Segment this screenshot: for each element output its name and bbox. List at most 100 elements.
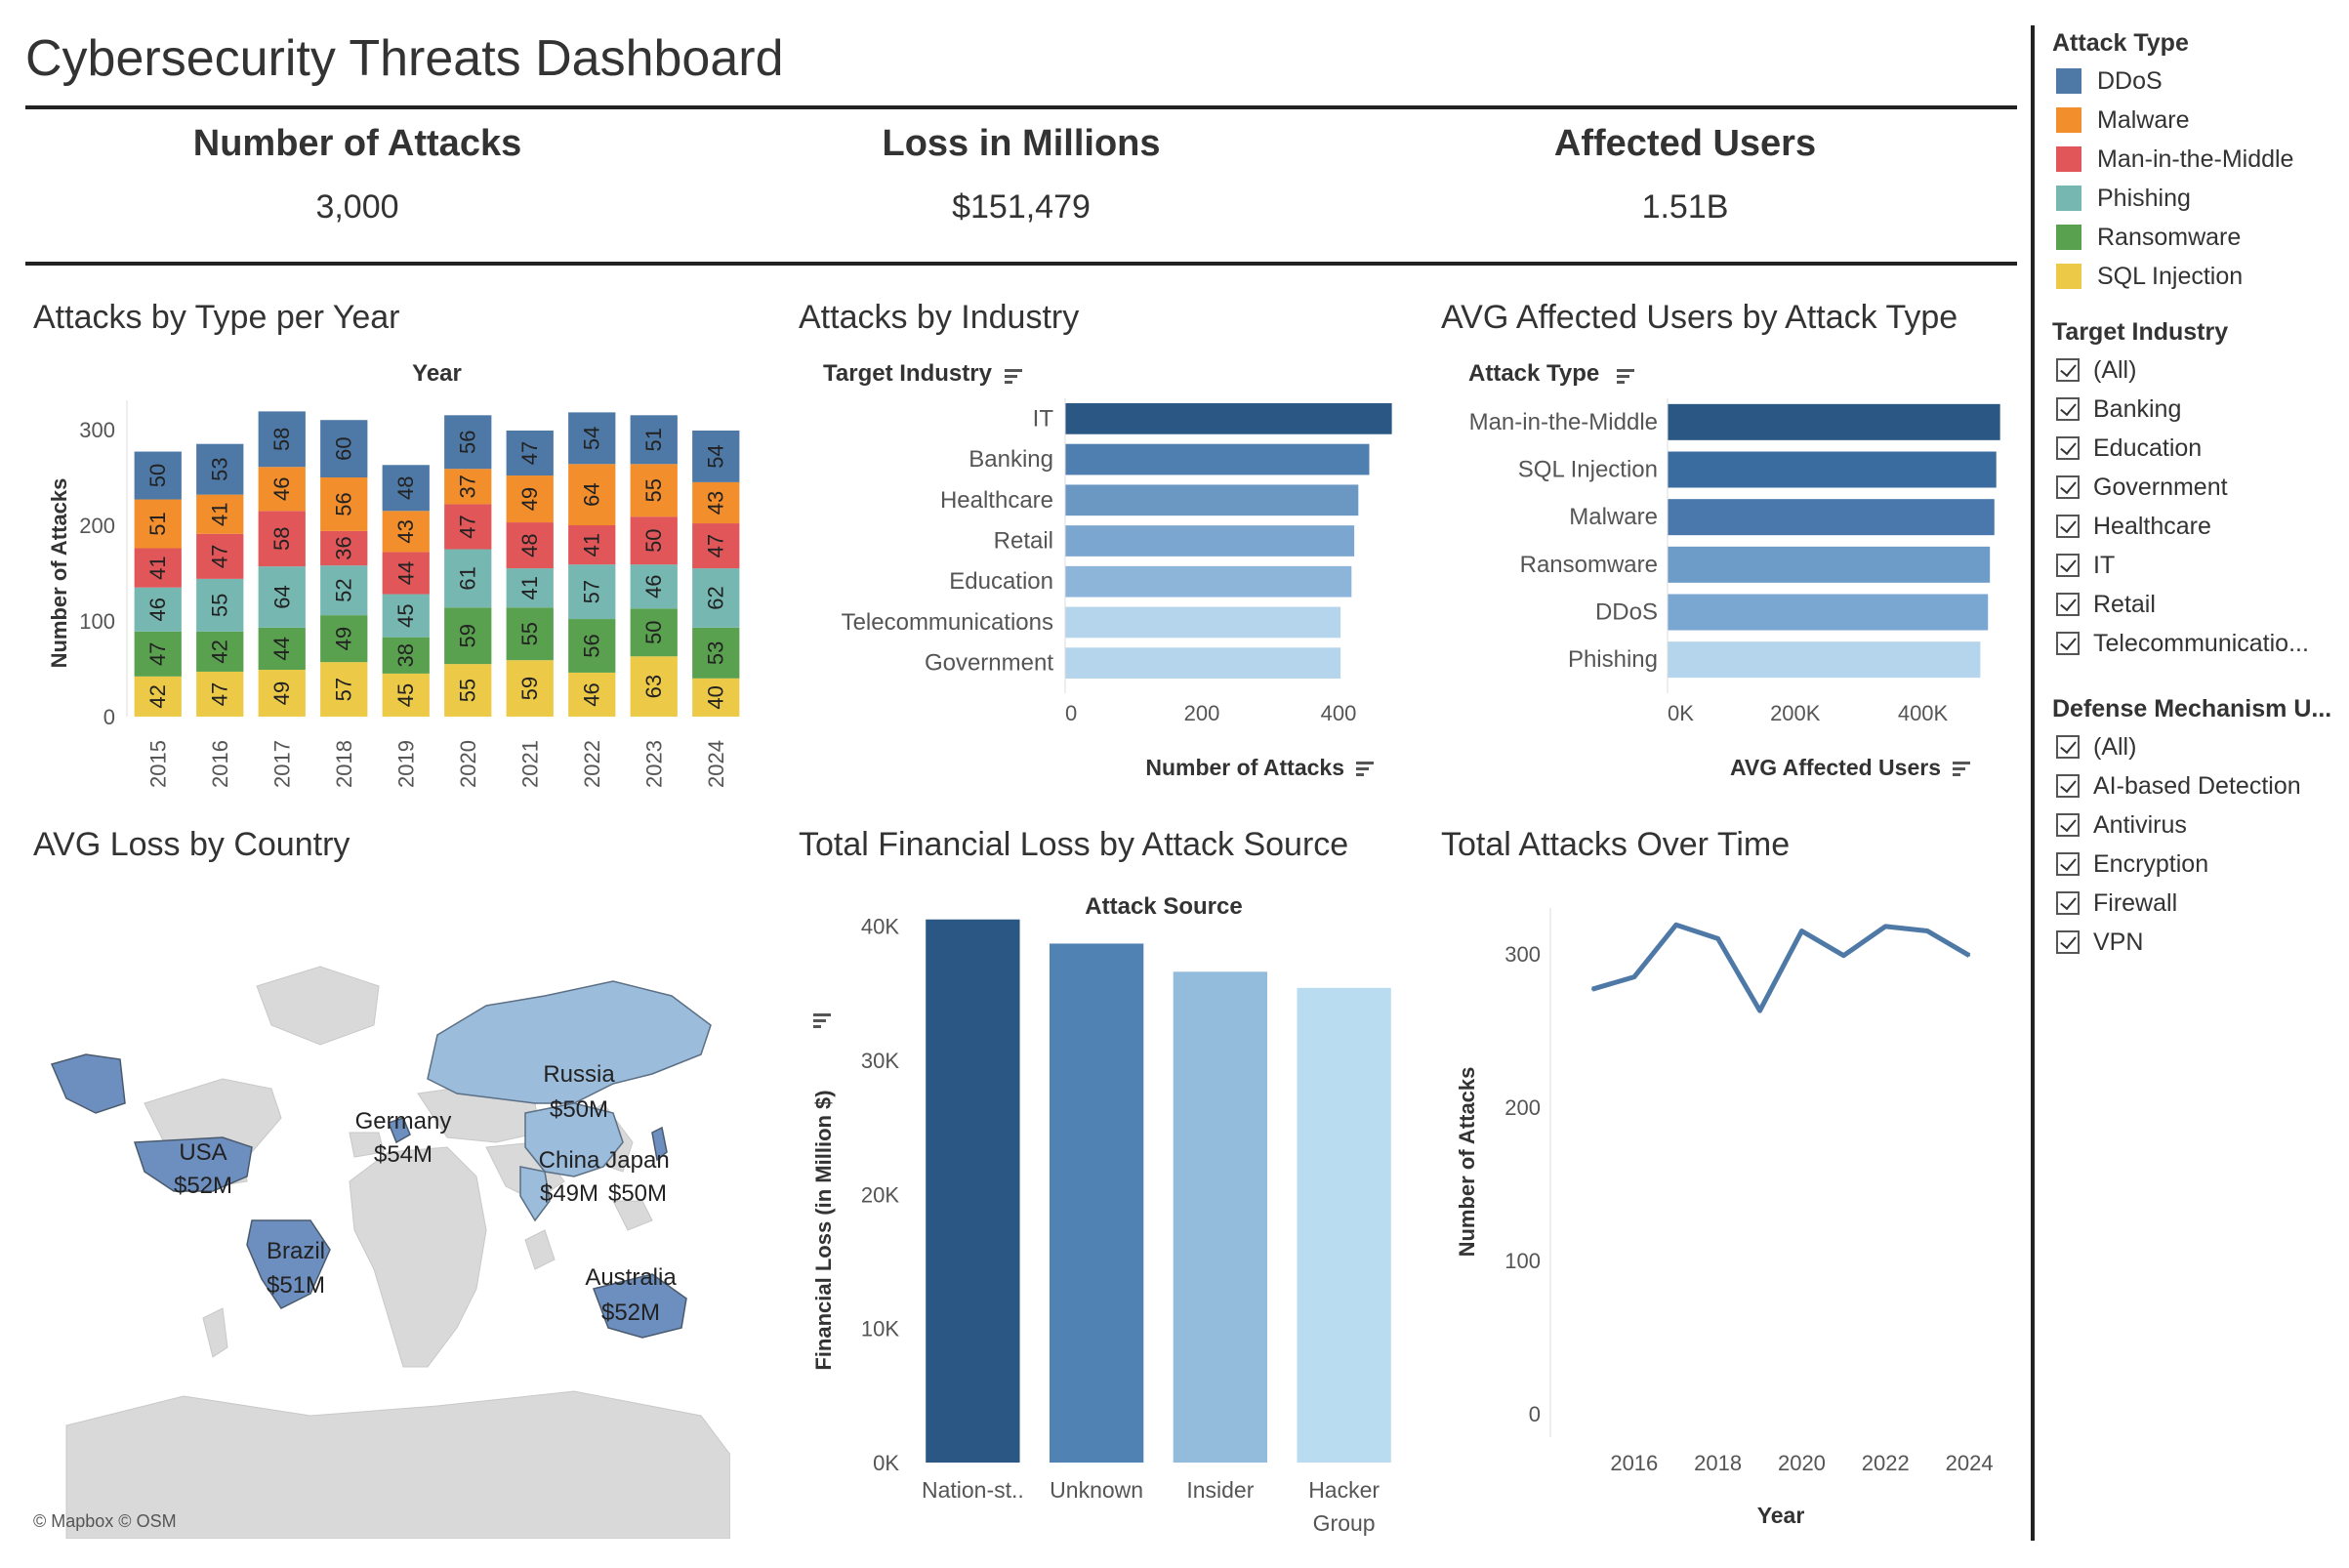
alaska-region[interactable]: [50, 1053, 126, 1114]
checkbox-icon[interactable]: [2056, 774, 2080, 798]
checkbox-icon[interactable]: [2056, 397, 2080, 421]
checkbox-icon[interactable]: [2056, 891, 2080, 915]
stacked-segment-ddos: [692, 430, 740, 482]
usa-region[interactable]: [133, 1136, 253, 1192]
highlighted-countries[interactable]: [50, 1053, 687, 1339]
stacked-xtick: 2024: [704, 740, 728, 788]
brazil-region[interactable]: [246, 1219, 331, 1309]
legend-item-phishing[interactable]: Phishing: [2056, 184, 2191, 213]
filter-industry-it[interactable]: IT: [2056, 551, 2115, 580]
attacks-point: [1590, 988, 1593, 991]
stacked-segment-sql-injection: [196, 671, 244, 717]
users-bar-chart[interactable]: Attack Type Man-in-the-Middle SQL Injectio…: [1435, 351, 2021, 791]
stacked-segment-ransomware: [692, 627, 740, 679]
bar-category-label: Banking: [968, 446, 1053, 473]
stacked-value-label: 51: [145, 512, 170, 535]
checkbox-icon[interactable]: [2056, 436, 2080, 460]
legend-item-ddos[interactable]: DDoS: [2056, 66, 2163, 96]
stacked-segment-malware: [382, 511, 430, 553]
stacked-segment-malware: [320, 477, 368, 531]
legend-label: SQL Injection: [2097, 262, 2244, 290]
stacked-segment-malware: [196, 494, 244, 534]
stacked-bar-chart[interactable]: Year Number of Attacks 0 100 200 300 42 47 46 41 5…: [29, 351, 781, 801]
legend-item-malware[interactable]: Malware: [2056, 105, 2189, 135]
stacked-segment-phishing: [320, 565, 368, 616]
filter-industry-government[interactable]: Government: [2056, 473, 2228, 502]
map-label-usa: USA: [179, 1139, 227, 1166]
view-title-industry: Attacks by Industry: [799, 299, 1080, 336]
stacked-value-label: 56: [456, 430, 480, 453]
checkbox-icon[interactable]: [2056, 813, 2080, 837]
australia-region[interactable]: [593, 1273, 687, 1339]
china-region[interactable]: [524, 1102, 624, 1177]
legend-item-sql-injection[interactable]: SQL Injection: [2056, 262, 2243, 291]
checkbox-icon[interactable]: [2056, 632, 2080, 655]
stacked-value-label: 49: [332, 627, 356, 650]
world-map[interactable]: USA $52M Germany $54M Russia $50M China …: [27, 908, 730, 1539]
industry-bar-chart[interactable]: Target Industry IT Banking Healthcare Retail…: [796, 351, 1421, 791]
line-xtick: 2016: [1610, 1451, 1658, 1475]
japan-region[interactable]: [651, 1126, 668, 1162]
selected-countries[interactable]: [427, 980, 712, 1222]
filter-defense-all[interactable]: (All): [2056, 732, 2136, 762]
checkbox-icon[interactable]: [2056, 475, 2080, 499]
filter-industry-retail[interactable]: Retail: [2056, 590, 2156, 619]
checkbox-icon[interactable]: [2056, 930, 2080, 954]
bar-it: [1065, 403, 1392, 434]
filter-defense-antivirus[interactable]: Antivirus: [2056, 810, 2187, 840]
financial-loss-chart[interactable]: Attack Source Financial Loss (in Million …: [796, 879, 1421, 1552]
stacked-value-label: 37: [456, 475, 480, 498]
stacked-value-label: 53: [208, 457, 232, 480]
legend-label: Ransomware: [2097, 223, 2242, 251]
stacked-segment-man-in-the-middle: [134, 548, 182, 588]
checkbox-icon[interactable]: [2056, 358, 2080, 382]
map-credit[interactable]: © Mapbox © OSM: [33, 1511, 177, 1531]
attacks-point: [1758, 1010, 1761, 1012]
filter-defense-encryption[interactable]: Encryption: [2056, 849, 2208, 879]
checkbox-icon[interactable]: [2056, 852, 2080, 876]
filter-label: Education: [2093, 433, 2203, 462]
stacked-segment-malware: [506, 475, 554, 523]
checkbox-icon[interactable]: [2056, 735, 2080, 759]
stacked-value-label: 64: [269, 585, 294, 608]
checkbox-icon[interactable]: [2056, 593, 2080, 616]
map-label-brazil: Brazil: [267, 1238, 325, 1264]
stacked-value-label: 54: [704, 444, 728, 468]
legend-item-mitm[interactable]: Man-in-the-Middle: [2056, 144, 2293, 174]
stacked-segment-man-in-the-middle: [692, 523, 740, 569]
filter-defense-firewall[interactable]: Firewall: [2056, 888, 2177, 918]
stacked-segment-malware: [134, 499, 182, 549]
filter-industry-telecom[interactable]: Telecommunicatio...: [2056, 629, 2309, 658]
stacked-segment-sql-injection: [258, 669, 306, 717]
bar-ransomware: [1668, 546, 1991, 583]
stacked-segment-ddos: [568, 412, 616, 465]
kpi-loss-label: Loss in Millions: [882, 123, 1161, 164]
view-title-stacked: Attacks by Type per Year: [33, 299, 400, 336]
stacked-segment-ddos: [258, 411, 306, 468]
filter-label: Encryption: [2093, 849, 2209, 878]
filter-industry-education[interactable]: Education: [2056, 433, 2202, 463]
bar-government: [1065, 647, 1341, 679]
view-title-map: AVG Loss by Country: [33, 826, 350, 863]
filter-label: Antivirus: [2093, 810, 2187, 839]
filter-defense-vpn[interactable]: VPN: [2056, 928, 2143, 957]
stacked-xtick: 2021: [517, 740, 542, 788]
stacked-value-label: 43: [704, 491, 728, 515]
filter-industry-all[interactable]: (All): [2056, 355, 2136, 385]
attacks-point: [1884, 925, 1887, 928]
legend-item-ransomware[interactable]: Ransomware: [2056, 223, 2241, 252]
stacked-xtick: 2023: [641, 740, 666, 788]
russia-region[interactable]: [427, 980, 712, 1104]
stacked-segment-phishing: [506, 568, 554, 608]
map-value-usa: $52M: [174, 1173, 232, 1199]
legend-swatch: [2056, 225, 2081, 250]
filter-defense-ai[interactable]: AI-based Detection: [2056, 771, 2301, 801]
filter-industry-healthcare[interactable]: Healthcare: [2056, 512, 2211, 541]
checkbox-icon[interactable]: [2056, 554, 2080, 577]
attacks-over-time-chart[interactable]: 0 100 200 300 2016 2018 2020 2022 2024 Number of …: [1435, 879, 2021, 1552]
filter-industry-banking[interactable]: Banking: [2056, 394, 2181, 424]
stacked-segment-malware: [568, 464, 616, 525]
india-region[interactable]: [519, 1166, 551, 1222]
checkbox-icon[interactable]: [2056, 515, 2080, 538]
germany-region[interactable]: [388, 1117, 411, 1144]
